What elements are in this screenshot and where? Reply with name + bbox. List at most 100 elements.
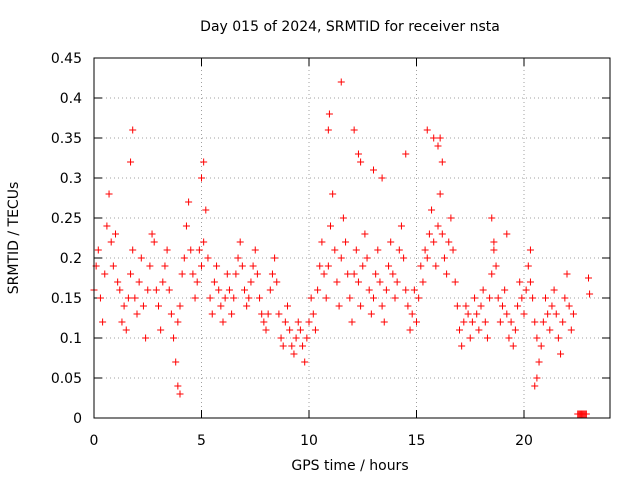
data-point (526, 246, 534, 254)
data-point (499, 302, 506, 310)
data-point (567, 326, 575, 334)
data-point (350, 126, 358, 134)
data-point (322, 294, 330, 302)
data-point (494, 294, 502, 302)
data-point (475, 326, 483, 334)
data-point (157, 326, 165, 334)
data-point (150, 238, 158, 246)
data-point (159, 278, 167, 286)
data-point (410, 286, 418, 294)
data-point (200, 238, 208, 246)
data-point (359, 262, 367, 270)
data-point (238, 262, 246, 270)
data-point (397, 222, 405, 230)
data-point (333, 278, 341, 286)
data-point (511, 326, 519, 334)
data-point (296, 326, 304, 334)
data-point (451, 278, 459, 286)
data-point (167, 310, 175, 318)
data-point (344, 270, 352, 278)
data-point (425, 230, 433, 238)
data-point (372, 270, 380, 278)
data-point (535, 358, 543, 366)
data-point (176, 302, 184, 310)
data-point (413, 318, 420, 326)
data-point (546, 326, 554, 334)
data-point (518, 294, 526, 302)
data-point (458, 342, 466, 350)
data-point (354, 150, 362, 158)
data-point (430, 238, 438, 246)
data-point (516, 278, 524, 286)
data-point (445, 238, 453, 246)
x-axis-ticks: 0 5 10 15 20 (90, 58, 533, 449)
y-tick-label: 0.45 (51, 51, 82, 67)
data-point (172, 358, 180, 366)
data-point (586, 290, 594, 298)
data-point (127, 270, 135, 278)
data-point (350, 270, 358, 278)
data-point (189, 270, 197, 278)
data-point (324, 126, 332, 134)
data-point (241, 286, 248, 294)
data-point (501, 286, 509, 294)
data-point (529, 294, 537, 302)
data-point (423, 254, 431, 262)
data-point (142, 334, 150, 342)
data-point (165, 286, 173, 294)
data-point (101, 270, 109, 278)
data-point (423, 126, 431, 134)
data-point (129, 246, 137, 254)
data-point (152, 286, 160, 294)
data-point (320, 270, 328, 278)
data-point (277, 334, 285, 342)
data-point (236, 238, 244, 246)
data-point (185, 198, 193, 206)
data-point (187, 246, 195, 254)
data-point (137, 254, 145, 262)
data-point (163, 246, 171, 254)
data-point (389, 270, 397, 278)
data-point (331, 246, 339, 254)
data-point (496, 318, 504, 326)
data-point (428, 206, 436, 214)
data-point (139, 302, 147, 310)
data-point (417, 262, 425, 270)
data-point (193, 278, 201, 286)
data-point (402, 150, 410, 158)
data-point (393, 278, 401, 286)
data-point (361, 230, 369, 238)
data-point (260, 318, 268, 326)
data-point (303, 334, 311, 342)
y-tick-label: 0.35 (51, 131, 82, 147)
data-point (299, 342, 307, 350)
data-point (279, 342, 287, 350)
data-point (554, 334, 562, 342)
data-point (533, 374, 541, 382)
data-point (198, 262, 205, 270)
data-point (363, 254, 371, 262)
data-point (112, 230, 119, 238)
data-point (200, 158, 208, 166)
data-point (352, 246, 360, 254)
data-point (481, 318, 489, 326)
data-point (382, 286, 390, 294)
data-point (514, 302, 522, 310)
y-tick-label: 0.25 (51, 211, 82, 227)
data-point (492, 262, 500, 270)
data-point (198, 174, 205, 182)
data-point (144, 286, 152, 294)
data-point (258, 310, 266, 318)
data-point (146, 262, 154, 270)
data-point (335, 302, 343, 310)
data-point (520, 310, 528, 318)
data-point (309, 310, 317, 318)
data-point (462, 302, 470, 310)
data-point (539, 318, 547, 326)
data-point (208, 310, 216, 318)
data-point (316, 262, 324, 270)
data-point (314, 286, 322, 294)
data-point (155, 302, 162, 310)
x-tick-label: 15 (408, 433, 426, 449)
data-point (131, 294, 139, 302)
